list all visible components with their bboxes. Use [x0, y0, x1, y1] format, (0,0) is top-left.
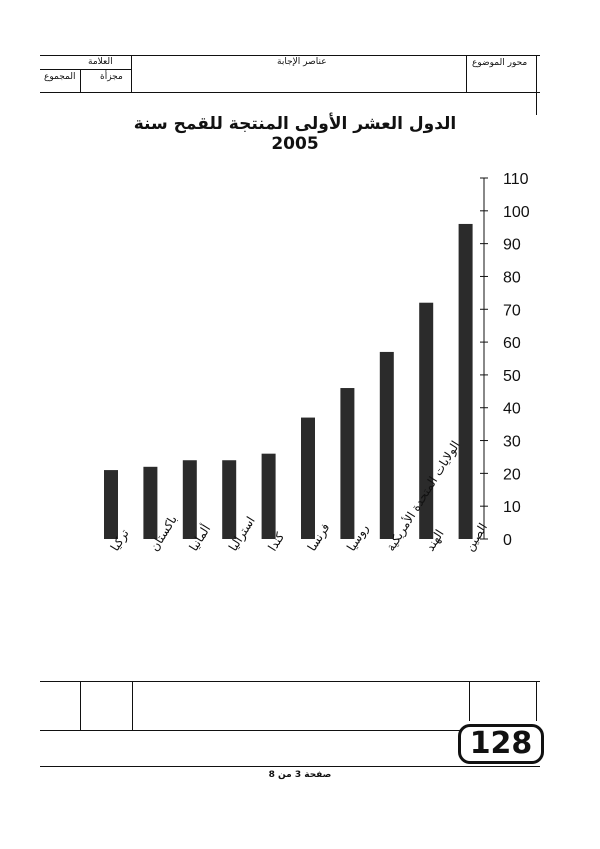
bottom-table-bottom-border	[40, 730, 460, 731]
bottom-table-top-border	[40, 681, 540, 682]
bar-9	[458, 223, 473, 540]
bar-2	[182, 460, 197, 539]
bar-6	[340, 388, 355, 539]
bar-7	[379, 351, 394, 539]
y-tick-label-3: 30	[503, 434, 521, 451]
chart-title: الدول العشر الأولى المنتجة للقمح سنة 200…	[133, 114, 457, 154]
bottom-table-divider-1	[80, 681, 81, 730]
y-tick-label-7: 70	[503, 302, 521, 319]
header-grade-label: العلامة	[88, 57, 113, 67]
bar-5	[301, 417, 315, 539]
y-tick-label-8: 80	[503, 269, 521, 286]
header-col-divider-2	[131, 55, 132, 92]
y-tick-label-9: 90	[503, 237, 521, 254]
page-footer: صفحة 3 من 8	[268, 770, 332, 780]
y-tick-label-2: 20	[503, 466, 521, 483]
y-tick-label-10: 100	[503, 204, 530, 221]
footer-rule	[40, 766, 540, 767]
header-partial-label: مجزأة	[100, 72, 123, 82]
bottom-table-divider-2	[132, 681, 133, 730]
header-top-border	[40, 55, 540, 56]
header-mid-border	[40, 69, 132, 70]
bar-3	[222, 460, 237, 539]
page-number-badge: 128	[458, 724, 544, 764]
header-right-rail	[536, 55, 537, 115]
header-bottom-border	[40, 92, 540, 93]
header-col-divider-3	[466, 55, 467, 92]
header-total-label: المجموع	[44, 72, 76, 82]
y-tick-label-4: 40	[503, 401, 521, 418]
bar-0	[104, 470, 118, 539]
header-axis-label: محور الموضوع	[472, 58, 528, 68]
bar-1	[143, 466, 158, 539]
y-tick-label-11: 110	[503, 171, 529, 188]
header-answer-elements-label: عناصر الإجابة	[277, 57, 327, 67]
header-col-divider-1	[80, 69, 81, 92]
y-tick-label-0: 0	[503, 532, 512, 549]
y-tick-label-6: 60	[503, 335, 521, 352]
y-tick-label-5: 50	[503, 368, 521, 385]
y-tick-label-1: 10	[503, 499, 521, 516]
bottom-table-right-rail	[536, 681, 537, 721]
bottom-table-divider-3	[469, 681, 470, 721]
bar-8	[419, 302, 434, 539]
bar-4	[261, 453, 276, 539]
